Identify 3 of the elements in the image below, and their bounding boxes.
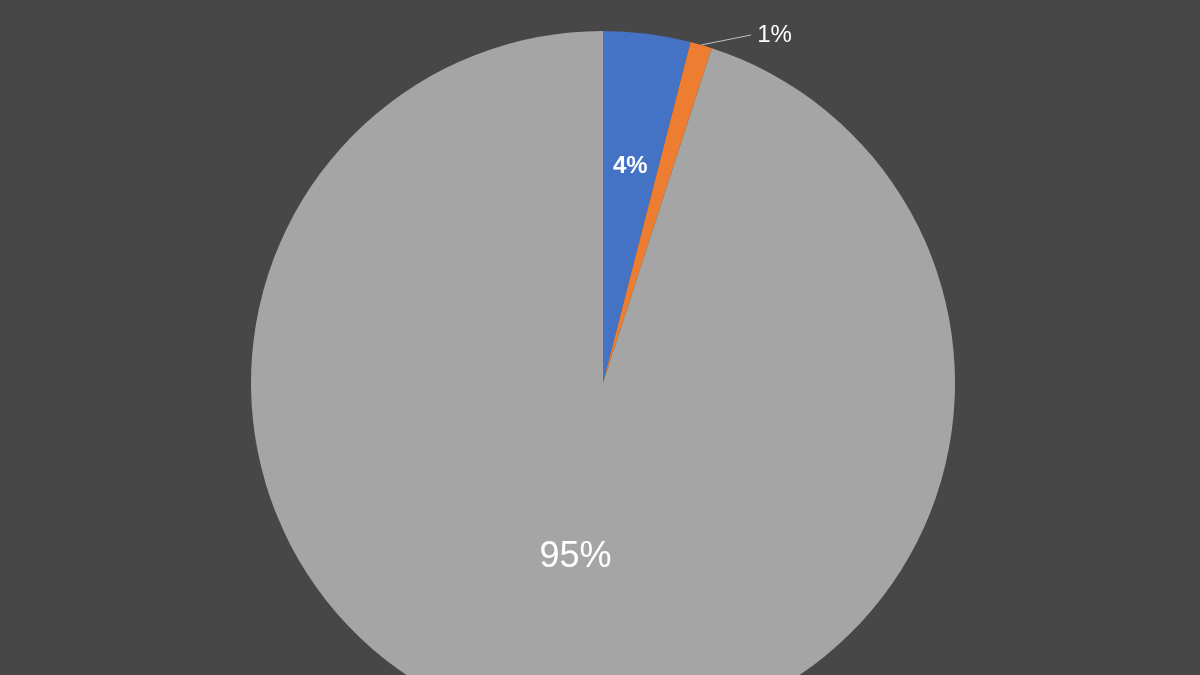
data-label: 4% [613, 151, 648, 179]
data-label: 95% [539, 533, 612, 575]
data-label: 1% [757, 19, 792, 47]
